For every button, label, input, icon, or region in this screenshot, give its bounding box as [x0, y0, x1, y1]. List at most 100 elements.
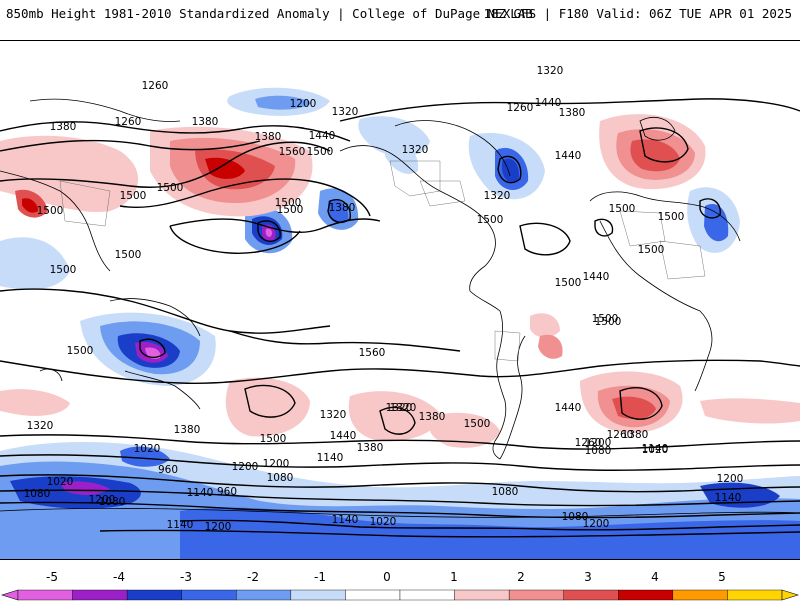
negative-anomaly-shading: [0, 87, 800, 559]
contour-label: 1200: [232, 461, 259, 473]
contour-label: 1200: [205, 521, 232, 533]
contour-label: 1080: [585, 445, 612, 457]
height-contours: [0, 98, 800, 538]
colorbar-swatch: [727, 589, 783, 601]
contour-label: 1200: [89, 494, 116, 506]
contour-label: 1020: [134, 443, 161, 455]
contour-label: 1140: [187, 487, 214, 499]
colorbar-tick-label: 1: [450, 570, 458, 584]
positive-anomaly-shading: [0, 114, 800, 448]
contour-label: 1560: [359, 347, 386, 359]
contour-label: 1260: [115, 116, 142, 128]
contour-label: 1080: [24, 488, 51, 500]
contour-label: 1200: [585, 437, 612, 449]
contour-label: 1140: [317, 452, 344, 464]
contour-label: 1500: [477, 214, 504, 226]
colorbar-tick-label: 4: [651, 570, 659, 584]
colorbar-swatch: [181, 589, 237, 601]
coastlines: [0, 98, 800, 518]
contour-label: 1440: [555, 150, 582, 162]
contour-label: 1380: [357, 442, 384, 454]
colorbar-tick-label: -2: [247, 570, 259, 584]
contour-label: 1080: [562, 511, 589, 523]
colorbar-min-arrow: [0, 589, 19, 601]
colorbar-swatch: [345, 589, 401, 601]
colorbar-swatch: [508, 589, 564, 601]
colorbar-swatch: [618, 589, 674, 601]
contour-label: 1380: [192, 116, 219, 128]
contour-label: 1380: [255, 131, 282, 143]
contour-label: 1020: [47, 476, 74, 488]
contour-label: 1440: [555, 402, 582, 414]
contour-label: 1440: [309, 130, 336, 142]
colorbar-tick-label: -5: [46, 570, 58, 584]
contour-label: 1080: [99, 496, 126, 508]
colorbar-tick-label: -4: [113, 570, 125, 584]
colorbar-swatch: [399, 589, 455, 601]
contour-label: 1500: [555, 277, 582, 289]
map-title: 850mb Height 1981-2010 Standardized Anom…: [6, 6, 533, 21]
contour-label: 960: [158, 464, 178, 476]
colorbar-tick-label: 5: [718, 570, 726, 584]
colorbar-swatch: [126, 589, 182, 601]
colorbar-swatch: [17, 589, 73, 601]
colorbar: -5 -4 -3 -2 -1 0 1 2 3 4 5: [0, 570, 800, 601]
contour-label: 1500: [37, 205, 64, 217]
contour-label: 1440: [535, 97, 562, 109]
colorbar-swatch: [290, 589, 346, 601]
model-run-info: 18Z GFS | F180 Valid: 06Z TUE APR 01 202…: [483, 6, 792, 21]
contour-label: 1320: [332, 106, 359, 118]
contour-label: 1260: [607, 429, 634, 441]
contour-label: 1080: [492, 486, 519, 498]
contour-label: 1200: [717, 473, 744, 485]
contour-label: 1440: [330, 430, 357, 442]
contour-label: 1500: [464, 418, 491, 430]
colorbar-swatch: [672, 589, 728, 601]
contour-label: 1500: [638, 244, 665, 256]
contour-label: 1380: [559, 107, 586, 119]
contour-label: 1320: [320, 409, 347, 421]
contour-label: 1380: [419, 411, 446, 423]
contour-label: 1500: [260, 433, 287, 445]
colorbar-tick-label: 3: [584, 570, 592, 584]
contour-label: 1500: [609, 203, 636, 215]
contour-label: 1500: [275, 197, 302, 209]
contour-label: 1320: [390, 402, 417, 414]
contour-label: 1020: [370, 516, 397, 528]
contour-label: 1380: [50, 121, 77, 133]
contour-label: 1380: [329, 202, 356, 214]
political-borders: [59, 160, 706, 362]
colorbar-swatch: [563, 589, 619, 601]
contour-label: 1260: [507, 102, 534, 114]
contour-label: 1320: [484, 190, 511, 202]
colorbar-swatch: [236, 589, 292, 601]
contour-label: 1200: [290, 98, 317, 110]
contour-label: 1500: [277, 204, 304, 216]
contour-label: 1200: [583, 518, 610, 530]
contour-label: 1140: [332, 514, 359, 526]
contour-label: 1080: [267, 472, 294, 484]
colorbar-tick-label: -3: [180, 570, 192, 584]
colorbar-swatch: [454, 589, 510, 601]
contour-label: 1500: [115, 249, 142, 261]
contour-label: 1320: [402, 144, 429, 156]
colorbar-tick-label: 0: [383, 570, 391, 584]
contour-label: 1500: [67, 345, 94, 357]
contour-label: 1260: [575, 437, 602, 449]
contour-label: 960: [217, 486, 237, 498]
contour-label: 1140: [715, 492, 742, 504]
contour-label: 1320: [537, 65, 564, 77]
contour-label: 1140: [167, 519, 194, 531]
contour-label: 1560: [279, 146, 306, 158]
contour-label: 1500: [592, 313, 619, 325]
contour-label: 1500: [120, 190, 147, 202]
contour-label: 1380: [174, 424, 201, 436]
contour-label: 1500: [658, 211, 685, 223]
contour-label: 1320: [27, 420, 54, 432]
contour-label: 1020: [642, 444, 669, 456]
contour-label: 1200: [263, 458, 290, 470]
colorbar-tick-label: 2: [517, 570, 525, 584]
contour-label: 1320: [386, 402, 413, 414]
